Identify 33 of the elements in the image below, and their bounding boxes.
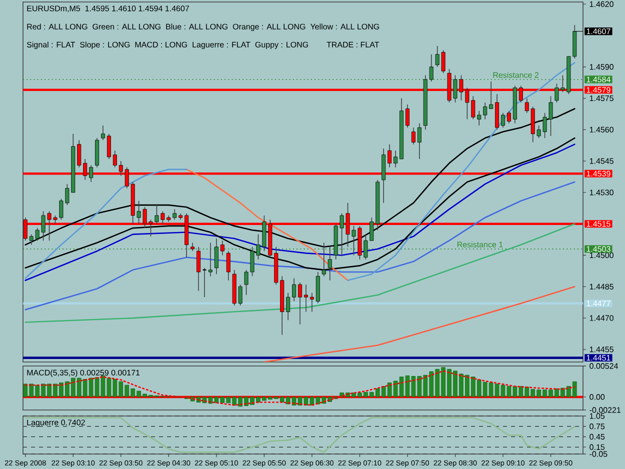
annotation: Resistance 1 xyxy=(457,241,503,248)
y-tick-label: 1.4620 xyxy=(590,1,614,7)
annotation: 1.4607 xyxy=(586,28,610,34)
y-tick-label: 0.00 xyxy=(590,394,605,400)
annotation: Signal : FLAT Slope : LONG MACD : LONG Laguerre : FLAT Guppy : LONG TRADE : FLAT xyxy=(26,42,380,50)
y-tick-label: 1.4455 xyxy=(590,346,614,352)
y-tick-label: -0.00221 xyxy=(590,407,620,413)
annotation: Red : ALL LONG Green : ALL LONG Blue : ALL LONG Orange : ALL LONG Yellow : ALL LONG xyxy=(27,24,380,32)
ref-line-label: 1.4579 xyxy=(586,87,610,93)
y-tick-label: 1.4575 xyxy=(590,95,614,102)
y-tick-label: 0.00524 xyxy=(590,363,618,369)
y-tick-label: 0.15 xyxy=(590,444,605,450)
chart-title: Laguerre 0.7402 xyxy=(27,420,85,427)
y-tick-label: 1.4560 xyxy=(590,126,614,133)
ref-line-label: 1.4515 xyxy=(586,221,610,227)
chart-title: EURUSDm,M5 1.4595 1.4610 1.4594 1.4607 xyxy=(27,6,189,12)
ref-line-label: 1.4477 xyxy=(586,300,610,306)
ref-line-label: 1.4584 xyxy=(586,76,610,82)
chart-title: MACD(5,35,5) 0.00259 0.00171 xyxy=(27,370,140,378)
ref-line-label: 1.4451 xyxy=(586,355,610,361)
y-tick-label: 1.4545 xyxy=(590,158,614,164)
y-tick-label: -0.05 xyxy=(590,451,608,457)
ref-line-label: 1.4503 xyxy=(586,246,610,252)
annotation: Resistance 2 xyxy=(493,72,539,78)
y-tick-label: 1.05 xyxy=(590,413,605,419)
y-tick-label: 1.4470 xyxy=(590,315,614,321)
y-tick-label: 1.4590 xyxy=(590,64,614,70)
y-tick-label: 0.45 xyxy=(590,434,605,440)
y-tick-label: 1.4485 xyxy=(590,284,614,290)
y-tick-label: 0.75 xyxy=(590,424,605,430)
y-tick-label: 1.4530 xyxy=(590,190,614,196)
y-tick-label: 1.4500 xyxy=(590,252,614,258)
ref-line-label: 1.4539 xyxy=(586,170,610,176)
